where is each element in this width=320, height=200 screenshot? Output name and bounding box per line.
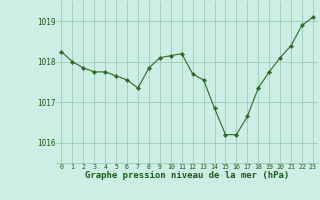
X-axis label: Graphe pression niveau de la mer (hPa): Graphe pression niveau de la mer (hPa) xyxy=(85,171,289,180)
